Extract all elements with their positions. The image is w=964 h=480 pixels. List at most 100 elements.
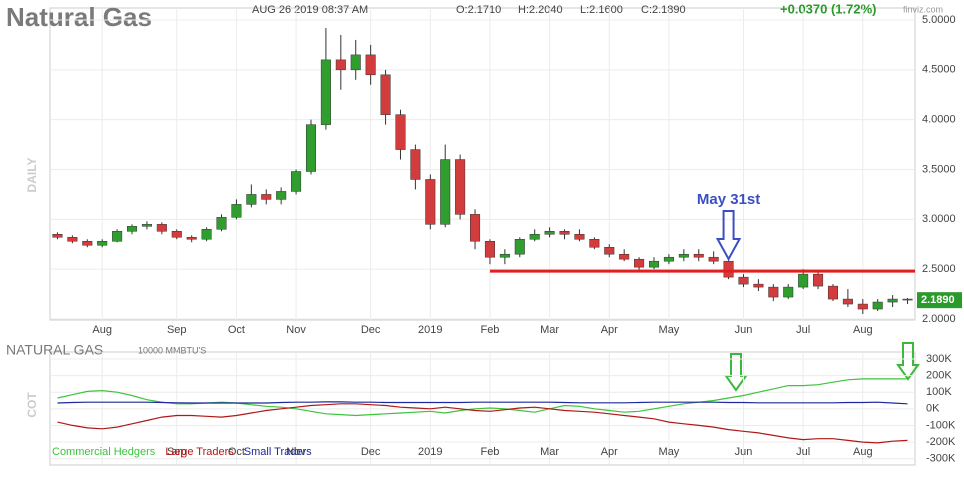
candle-body	[648, 260, 660, 268]
chart-title: Natural Gas	[6, 2, 152, 32]
candle-body	[82, 241, 93, 246]
cot-subtitle: 10000 MMBTU'S	[138, 345, 206, 355]
candle-body	[320, 59, 331, 125]
candle-body	[246, 194, 257, 205]
ohlc-low: L:2.1600	[580, 4, 623, 16]
candle-body	[768, 286, 779, 298]
candle-body	[559, 231, 570, 235]
candle-body	[857, 303, 868, 310]
candle-body	[395, 114, 406, 150]
candle-body	[276, 191, 287, 200]
candle-body	[634, 258, 645, 268]
price-frame	[49, 7, 916, 321]
ohlc-high: H:2.2040	[518, 4, 563, 16]
candle-body	[365, 54, 376, 76]
candle-body	[872, 301, 883, 310]
x-tick-label: Sep	[167, 324, 187, 336]
x-tick-label: Mar	[540, 446, 559, 458]
candle-body	[350, 54, 361, 71]
legend-entry: Large Traders	[165, 446, 234, 458]
x-tick-label: Apr	[601, 446, 618, 458]
y2-tick-label: -100K	[926, 419, 956, 431]
annotation-arrow	[715, 210, 742, 262]
y2-tick-label: 300K	[926, 353, 952, 365]
candle-body	[678, 253, 689, 258]
y-tick-label: 2.0000	[922, 313, 956, 325]
x-tick-label: Nov	[286, 324, 306, 336]
candle-body	[291, 171, 302, 192]
cot-line	[57, 378, 908, 417]
x-tick-label: Feb	[480, 446, 499, 458]
legend-entry: Small Traders	[244, 446, 312, 458]
candle-body	[798, 273, 809, 288]
candle-body	[783, 286, 794, 298]
y2-tick-label: 100K	[926, 386, 952, 398]
x-tick-label: Jul	[796, 324, 810, 336]
candle-body	[156, 224, 167, 232]
candle-body	[470, 214, 481, 242]
brand: finviz.com	[903, 4, 943, 14]
y-tick-label: 3.5000	[922, 163, 956, 175]
y2-tick-label: -200K	[926, 436, 956, 448]
y-tick-label: 4.5000	[922, 64, 956, 76]
candle-body	[663, 256, 674, 262]
candle-body	[902, 298, 913, 301]
x-tick-label: May	[659, 446, 680, 458]
candle-body	[52, 234, 63, 238]
x-tick-label: Jul	[796, 446, 810, 458]
candle-body	[112, 231, 123, 242]
last-price-label: 2.1890	[921, 294, 955, 306]
candle-body	[619, 253, 630, 260]
x-tick-label: 2019	[418, 324, 442, 336]
candle-body	[171, 231, 182, 238]
x-tick-label: Nov	[286, 446, 306, 458]
y2-tick-label: -300K	[926, 453, 956, 465]
x-tick-label: Oct	[228, 324, 245, 336]
candle-body	[842, 298, 853, 305]
change: +0.0370 (1.72%)	[780, 1, 876, 16]
y-tick-label: 5.0000	[922, 14, 956, 26]
candle-body	[127, 226, 138, 232]
x-tick-label: May	[659, 324, 680, 336]
candle-body	[67, 237, 78, 242]
x-tick-label: Oct	[228, 446, 245, 458]
candle-body	[231, 204, 242, 218]
x-tick-label: Dec	[361, 446, 381, 458]
x-tick-label: Aug	[92, 324, 112, 336]
candle-body	[529, 234, 540, 240]
cot-label: COT	[25, 392, 39, 418]
candle-body	[604, 246, 615, 255]
x-tick-label: Feb	[480, 324, 499, 336]
y-tick-label: 3.0000	[922, 213, 956, 225]
x-tick-label: 2019	[418, 446, 442, 458]
x-tick-label: Jun	[735, 446, 753, 458]
y2-tick-label: 200K	[926, 370, 952, 382]
candle-body	[813, 273, 824, 287]
candle-body	[753, 283, 764, 288]
y-tick-label: 4.0000	[922, 114, 956, 126]
candle-body	[141, 224, 152, 227]
arrow	[896, 342, 920, 381]
candle-body	[827, 285, 838, 300]
candle-body	[499, 253, 510, 258]
x-tick-label: Mar	[540, 324, 559, 336]
cot-line	[57, 403, 908, 444]
x-tick-label: Apr	[601, 324, 618, 336]
candle-body	[887, 298, 898, 303]
candle-body	[186, 237, 197, 240]
ohlc-close: C:2.1890	[641, 4, 686, 16]
candle-body	[425, 179, 436, 225]
candle-body	[589, 239, 600, 248]
last-price-box	[917, 292, 962, 309]
candle-body	[380, 74, 391, 115]
candle-body	[693, 253, 704, 258]
candle-body	[484, 241, 495, 258]
y2-tick-label: 0K	[926, 403, 940, 415]
timestamp: AUG 26 2019 08:37 AM	[252, 4, 368, 16]
candle-body	[201, 229, 212, 240]
candle-body	[514, 239, 525, 255]
candle-body	[97, 241, 108, 246]
candle-body	[574, 234, 585, 240]
y-label: DAILY	[25, 158, 39, 193]
